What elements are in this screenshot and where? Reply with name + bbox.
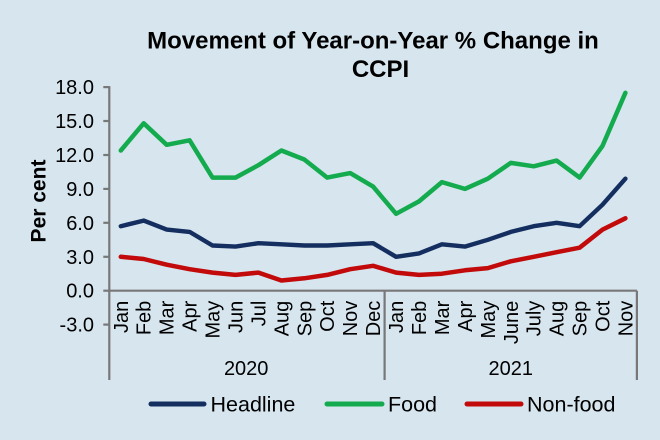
svg-text:Apr: Apr: [180, 300, 202, 331]
svg-text:Headline: Headline: [211, 393, 296, 417]
svg-text:12.0: 12.0: [55, 145, 94, 167]
svg-text:-3.0: -3.0: [60, 315, 94, 337]
svg-text:Mar: Mar: [432, 300, 454, 335]
svg-text:CCPI: CCPI: [352, 56, 409, 83]
svg-text:Nov: Nov: [615, 301, 637, 337]
svg-text:Sep: Sep: [570, 301, 592, 337]
svg-text:Feb: Feb: [134, 301, 156, 335]
svg-text:June: June: [501, 301, 523, 344]
svg-text:0.0: 0.0: [66, 281, 94, 303]
svg-text:15.0: 15.0: [55, 111, 94, 133]
svg-text:9.0: 9.0: [66, 179, 94, 201]
svg-text:Oct: Oct: [593, 300, 615, 332]
svg-text:July: July: [524, 301, 546, 337]
svg-text:Nov: Nov: [340, 301, 362, 337]
svg-text:Aug: Aug: [547, 301, 569, 337]
svg-text:May: May: [203, 301, 225, 339]
svg-text:3.0: 3.0: [66, 247, 94, 269]
svg-text:Feb: Feb: [409, 301, 431, 335]
svg-text:Apr: Apr: [455, 300, 477, 331]
svg-text:Sep: Sep: [294, 301, 316, 337]
svg-text:Jul: Jul: [248, 301, 270, 327]
svg-text:Movement of Year-on-Year % Cha: Movement of Year-on-Year % Change in: [147, 28, 599, 55]
svg-text:Non-food: Non-food: [527, 393, 615, 417]
svg-text:Aug: Aug: [271, 301, 293, 337]
svg-text:May: May: [478, 301, 500, 339]
svg-text:Oct: Oct: [317, 300, 339, 332]
svg-text:Per cent: Per cent: [28, 160, 51, 243]
svg-text:2021: 2021: [489, 358, 534, 380]
svg-text:Jan: Jan: [111, 301, 133, 333]
svg-text:18.0: 18.0: [55, 77, 94, 99]
svg-text:Dec: Dec: [363, 301, 385, 337]
svg-text:2020: 2020: [224, 358, 269, 380]
svg-text:Food: Food: [388, 393, 437, 417]
svg-text:6.0: 6.0: [66, 213, 94, 235]
svg-text:Jan: Jan: [386, 301, 408, 333]
svg-text:Jun: Jun: [226, 301, 248, 333]
svg-text:Mar: Mar: [157, 300, 179, 335]
